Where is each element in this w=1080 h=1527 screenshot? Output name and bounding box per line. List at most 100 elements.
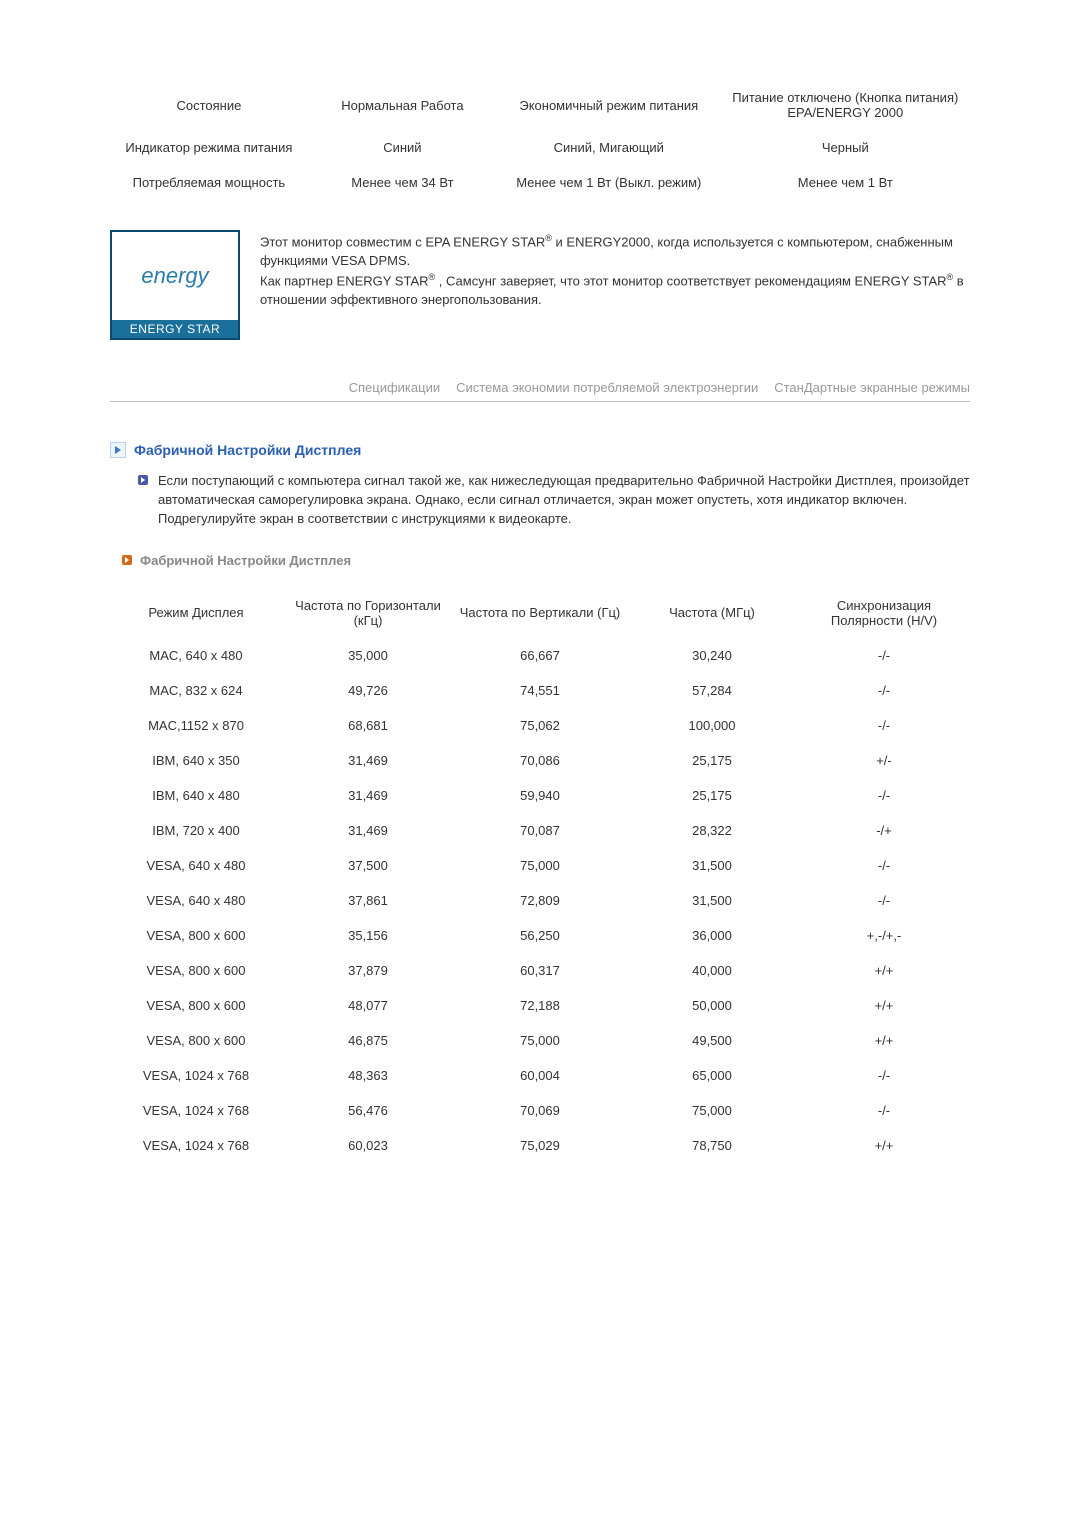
table-cell: Менее чем 1 Вт [721, 165, 970, 200]
table-cell: Синий [308, 130, 497, 165]
table-cell: 50,000 [626, 988, 798, 1023]
table-cell: 46,875 [282, 1023, 454, 1058]
table-header-cell: Нормальная Работа [308, 80, 497, 130]
section-heading: Фабричной Настройки Дистплея [110, 442, 970, 458]
table-cell: 31,469 [282, 743, 454, 778]
table-row: MAC, 832 x 62449,72674,55157,284-/- [110, 673, 970, 708]
table-cell: 75,000 [454, 848, 626, 883]
table-cell: 75,062 [454, 708, 626, 743]
table-cell: 49,500 [626, 1023, 798, 1058]
table-row: VESA, 640 x 48037,86172,80931,500-/- [110, 883, 970, 918]
table-cell: 66,667 [454, 638, 626, 673]
energy-star-text: Этот монитор совместим с EPA ENERGY STAR… [260, 230, 970, 310]
subsection-heading-text: Фабричной Настройки Дистплея [140, 553, 351, 568]
table-cell: 59,940 [454, 778, 626, 813]
table-row: VESA, 1024 x 76848,36360,00465,000-/- [110, 1058, 970, 1093]
table-cell: IBM, 640 x 480 [110, 778, 282, 813]
table-cell: 28,322 [626, 813, 798, 848]
table-cell: 35,156 [282, 918, 454, 953]
table-row: VESA, 800 x 60037,87960,31740,000+/+ [110, 953, 970, 988]
table-cell: 37,500 [282, 848, 454, 883]
table-cell: +/+ [798, 1023, 970, 1058]
table-cell: 65,000 [626, 1058, 798, 1093]
table-row: IBM, 640 x 48031,46959,94025,175-/- [110, 778, 970, 813]
table-header-cell: Частота по Горизонтали (кГц) [282, 588, 454, 638]
table-row: IBM, 640 x 35031,46970,08625,175+/- [110, 743, 970, 778]
table-cell: VESA, 1024 x 768 [110, 1128, 282, 1163]
table-cell: 25,175 [626, 778, 798, 813]
table-cell: Синий, Мигающий [497, 130, 721, 165]
table-cell: 31,500 [626, 883, 798, 918]
table-header-cell: Частота по Вертикали (Гц) [454, 588, 626, 638]
table-cell: VESA, 640 x 480 [110, 883, 282, 918]
table-cell: 49,726 [282, 673, 454, 708]
table-cell: +,-/+,- [798, 918, 970, 953]
table-cell: IBM, 720 x 400 [110, 813, 282, 848]
table-cell: 31,469 [282, 813, 454, 848]
subsection-heading: Фабричной Настройки Дистплея [122, 553, 970, 568]
table-cell: MAC,1152 x 870 [110, 708, 282, 743]
section-heading-text: Фабричной Настройки Дистплея [134, 442, 361, 458]
table-cell: VESA, 800 x 600 [110, 988, 282, 1023]
table-cell: Черный [721, 130, 970, 165]
table-header-cell: Синхронизация Полярности (H/V) [798, 588, 970, 638]
table-cell: 37,879 [282, 953, 454, 988]
table-cell: 60,023 [282, 1128, 454, 1163]
table-cell: 57,284 [626, 673, 798, 708]
table-cell: VESA, 640 x 480 [110, 848, 282, 883]
spec-tabs: Спецификации Система экономии потребляемо… [110, 380, 970, 402]
table-cell: 25,175 [626, 743, 798, 778]
table-cell: VESA, 1024 x 768 [110, 1093, 282, 1128]
table-row: Индикатор режима питанияСинийСиний, Мига… [110, 130, 970, 165]
table-cell: 37,861 [282, 883, 454, 918]
table-cell: +/+ [798, 1128, 970, 1163]
table-cell: 36,000 [626, 918, 798, 953]
table-cell: 40,000 [626, 953, 798, 988]
tab-item[interactable]: Система экономии потребляемой электроэне… [456, 380, 758, 395]
table-cell: MAC, 640 x 480 [110, 638, 282, 673]
bullet-orange-icon [122, 555, 132, 565]
bullet-blue-icon [138, 475, 148, 485]
table-cell: 78,750 [626, 1128, 798, 1163]
table-row: IBM, 720 x 40031,46970,08728,322-/+ [110, 813, 970, 848]
table-cell: 56,250 [454, 918, 626, 953]
table-cell: 70,086 [454, 743, 626, 778]
energy-star-logo: energy ENERGY STAR [110, 230, 240, 340]
table-cell: 56,476 [282, 1093, 454, 1128]
table-row: MAC, 640 x 48035,00066,66730,240-/- [110, 638, 970, 673]
tab-item[interactable]: СтанДартные экранные режимы [774, 380, 970, 395]
table-cell: 68,681 [282, 708, 454, 743]
table-cell: 75,000 [454, 1023, 626, 1058]
table-cell: 60,004 [454, 1058, 626, 1093]
table-cell: Потребляемая мощность [110, 165, 308, 200]
energy-star-script: energy [112, 232, 238, 320]
table-cell: 70,069 [454, 1093, 626, 1128]
table-row: VESA, 800 x 60046,87575,00049,500+/+ [110, 1023, 970, 1058]
table-cell: 72,188 [454, 988, 626, 1023]
table-cell: 48,363 [282, 1058, 454, 1093]
section-paragraph: Если поступающий с компьютера сигнал так… [138, 472, 970, 529]
table-header-cell: Частота (МГц) [626, 588, 798, 638]
table-row: VESA, 1024 x 76856,47670,06975,000-/- [110, 1093, 970, 1128]
table-cell: 35,000 [282, 638, 454, 673]
arrow-right-icon [110, 442, 126, 458]
table-cell: -/- [798, 1058, 970, 1093]
table-cell: -/- [798, 778, 970, 813]
energy-star-section: energy ENERGY STAR Этот монитор совмести… [110, 230, 970, 340]
table-cell: +/- [798, 743, 970, 778]
tab-item[interactable]: Спецификации [349, 380, 441, 395]
table-cell: -/- [798, 848, 970, 883]
table-cell: 75,000 [626, 1093, 798, 1128]
table-cell: 48,077 [282, 988, 454, 1023]
table-cell: IBM, 640 x 350 [110, 743, 282, 778]
table-cell: -/- [798, 673, 970, 708]
table-header-cell: Состояние [110, 80, 308, 130]
table-cell: +/+ [798, 953, 970, 988]
table-cell: Индикатор режима питания [110, 130, 308, 165]
table-cell: 70,087 [454, 813, 626, 848]
table-row: VESA, 640 x 48037,50075,00031,500-/- [110, 848, 970, 883]
table-row: VESA, 800 x 60048,07772,18850,000+/+ [110, 988, 970, 1023]
table-row: VESA, 1024 x 76860,02375,02978,750+/+ [110, 1128, 970, 1163]
table-cell: VESA, 800 x 600 [110, 953, 282, 988]
table-cell: VESA, 800 x 600 [110, 918, 282, 953]
